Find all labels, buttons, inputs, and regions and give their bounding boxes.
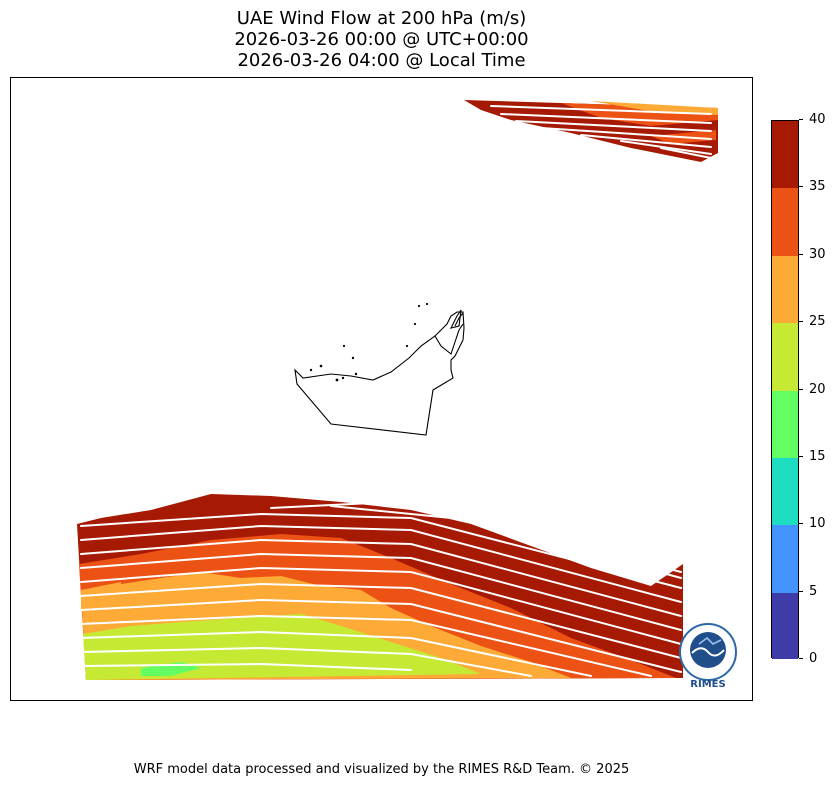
rimes-logo-inner-disc xyxy=(690,632,726,668)
map-title: UAE Wind Flow at 200 hPa (m/s) 2026-03-2… xyxy=(0,8,763,71)
colorbar-segment-35-40 xyxy=(772,121,798,188)
uae-mainland-outline xyxy=(294,311,465,436)
uae-east-border xyxy=(434,323,464,355)
north-band-light-orange xyxy=(591,101,718,115)
title-line-2: 2026-03-26 00:00 @ UTC+00:00 xyxy=(234,29,529,50)
musandam-outline xyxy=(449,309,462,329)
musandam-top xyxy=(454,312,464,327)
south-band-light-orange-left xyxy=(81,582,121,610)
south-wind-band xyxy=(77,494,683,680)
rimes-logo-wave-icon xyxy=(691,647,725,657)
south-streamlines xyxy=(80,500,682,677)
colorbar-segment-0-5 xyxy=(772,593,798,659)
colorbar-segment-15-20 xyxy=(772,391,798,458)
title-line-3: 2026-03-26 04:00 @ Local Time xyxy=(237,50,526,71)
north-streamlines xyxy=(490,105,712,159)
title-line-1: UAE Wind Flow at 200 hPa (m/s) xyxy=(236,8,527,29)
wind-map-canvas: RIMES xyxy=(77,100,737,690)
colorbar-segment-10-15 xyxy=(772,458,798,525)
map-panel: RIMES xyxy=(10,77,753,701)
north-wind-band xyxy=(464,100,718,162)
rimes-logo: RIMES xyxy=(679,623,737,690)
uae-boundary xyxy=(294,302,465,436)
uae-islands xyxy=(309,302,429,382)
colorbar-segment-20-25 xyxy=(772,323,798,391)
colorbar-segment-5-10 xyxy=(772,525,798,593)
colorbar xyxy=(771,120,799,659)
rimes-logo-text: RIMES xyxy=(690,679,725,690)
colorbar-segment-25-30 xyxy=(772,256,798,323)
colorbar-segment-30-35 xyxy=(772,188,798,256)
rimes-logo-land-icon xyxy=(698,636,722,645)
footer-credit: WRF model data processed and visualized … xyxy=(133,762,630,777)
